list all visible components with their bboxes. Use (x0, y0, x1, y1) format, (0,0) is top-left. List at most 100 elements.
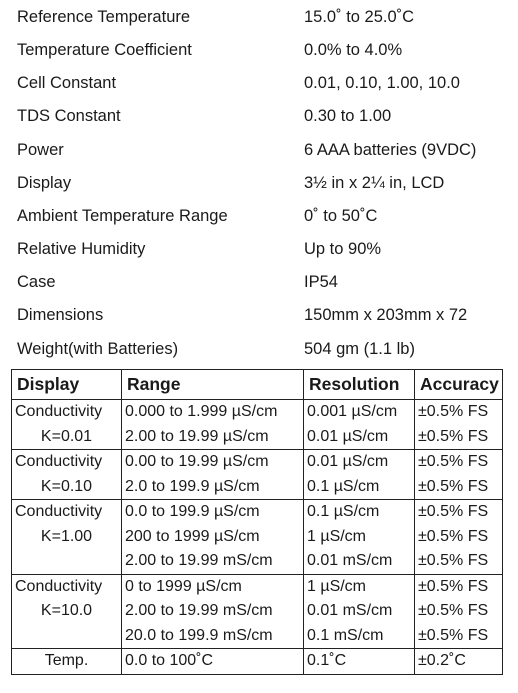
accuracy-cell: ±0.5% FS ±0.5% FS ±0.5% FS (414, 573, 503, 649)
accuracy-value: ±0.5% FS (418, 427, 489, 445)
resolution-cell: 0.001 µS/cm 0.01 µS/cm (303, 399, 415, 450)
range-cell: 0.0 to 199.9 µS/cm 200 to 1999 µS/cm 2.0… (121, 499, 304, 575)
spec-label: Cell Constant (17, 74, 117, 92)
header-display: Display (11, 369, 122, 400)
resolution-value: 0.1 µS/cm (307, 477, 380, 495)
display-cell: Conductivity K=10.0 (11, 573, 122, 649)
spec-value: 150mm x 203mm x 72 (304, 306, 468, 324)
display-line: K=0.10 (40, 477, 93, 495)
spec-label: Display (17, 174, 72, 192)
range-cell: 0.0 to 100˚C (121, 648, 304, 675)
resolution-value: 0.1 mS/cm (307, 626, 384, 644)
accuracy-cell: ±0.5% FS ±0.5% FS (414, 449, 503, 500)
resolution-cell: 1 µS/cm 0.01 mS/cm 0.1 mS/cm (303, 573, 415, 649)
spec-label: TDS Constant (17, 107, 121, 125)
spec-value: Up to 90% (304, 240, 382, 258)
resolution-value: 0.1 µS/cm (307, 503, 380, 520)
display-line: Conductivity (15, 503, 103, 520)
range-cell: 0.00 to 19.99 µS/cm 2.0 to 199.9 µS/cm (121, 449, 304, 500)
range-value: 0.0 to 100˚C (125, 652, 214, 669)
table-header-row: Display Range Resolution Accuracy (11, 369, 503, 400)
spec-value: 15.0˚ to 25.0˚C (304, 8, 415, 26)
range-value: 2.00 to 19.99 mS/cm (125, 552, 273, 569)
spec-value: 0.30 to 1.00 (304, 107, 392, 125)
range-cell: 0 to 1999 µS/cm 2.00 to 19.99 mS/cm 20.0… (121, 573, 304, 649)
accuracy-value: ±0.5% FS (418, 453, 489, 470)
spec-value: 0˚ to 50˚C (304, 207, 378, 225)
header-accuracy: Accuracy (414, 369, 503, 400)
spec-label: Power (17, 141, 64, 159)
spec-label: Relative Humidity (17, 240, 146, 258)
spec-value: IP54 (304, 273, 338, 291)
display-cell: Conductivity K=0.10 (11, 449, 122, 500)
range-value: 2.00 to 19.99 µS/cm (125, 427, 269, 445)
resolution-cell: 0.01 µS/cm 0.1 µS/cm (303, 449, 415, 500)
spec-row-power: Power 6 AAA batteries (9VDC) (0, 135, 518, 165)
range-cell: 0.000 to 1.999 µS/cm 2.00 to 19.99 µS/cm (121, 399, 304, 450)
spec-row-weight: Weight(with Batteries) 504 gm (1.1 lb) (0, 334, 518, 364)
display-line: Conductivity (15, 403, 103, 420)
accuracy-value: ±0.5% FS (418, 477, 489, 495)
spec-row-temperature-coefficient: Temperature Coefficient 0.0% to 4.0% (0, 35, 518, 65)
table-row: Conductivity K=0.10 0.00 to 19.99 µS/cm … (11, 449, 503, 500)
spec-label: Ambient Temperature Range (17, 207, 228, 225)
display-line: K=1.00 (40, 527, 93, 545)
range-value: 20.0 to 199.9 mS/cm (125, 626, 273, 644)
spec-value: 0.0% to 4.0% (304, 41, 403, 59)
spec-row-ambient-temperature-range: Ambient Temperature Range 0˚ to 50˚C (0, 201, 518, 231)
header-range: Range (121, 369, 304, 400)
range-value: 2.0 to 199.9 µS/cm (125, 477, 260, 495)
resolution-value: 0.01 µS/cm (307, 453, 389, 470)
display-line: K=10.0 (40, 602, 93, 619)
spec-row-reference-temperature: Reference Temperature 15.0˚ to 25.0˚C (0, 2, 518, 32)
accuracy-value: ±0.5% FS (418, 602, 489, 619)
display-line: Conductivity (15, 577, 103, 595)
spec-row-tds-constant: TDS Constant 0.30 to 1.00 (0, 101, 518, 131)
accuracy-value: ±0.5% FS (418, 503, 489, 520)
accuracy-value: ±0.5% FS (418, 626, 489, 644)
accuracy-value: ±0.2˚C (418, 652, 466, 669)
spec-label: Reference Temperature (17, 8, 191, 26)
accuracy-cell: ±0.5% FS ±0.5% FS ±0.5% FS (414, 499, 503, 575)
display-line: K=0.01 (40, 427, 93, 445)
range-value: 0.0 to 199.9 µS/cm (125, 503, 260, 520)
spec-value: 6 AAA batteries (9VDC) (304, 141, 477, 159)
display-cell: Temp. (11, 648, 122, 675)
range-value: 2.00 to 19.99 mS/cm (125, 602, 273, 619)
resolution-value: 1 µS/cm (307, 527, 367, 545)
range-value: 200 to 1999 µS/cm (125, 527, 260, 545)
resolution-value: 0.01 mS/cm (307, 552, 393, 569)
resolution-value: 0.1˚C (307, 652, 347, 669)
resolution-cell: 0.1 µS/cm 1 µS/cm 0.01 mS/cm (303, 499, 415, 575)
spec-row-case: Case IP54 (0, 267, 518, 297)
table-row: Temp. 0.0 to 100˚C 0.1˚C ±0.2˚C (11, 648, 503, 675)
resolution-cell: 0.1˚C (303, 648, 415, 675)
spec-row-dimensions: Dimensions 150mm x 203mm x 72 (0, 300, 518, 330)
resolution-value: 1 µS/cm (307, 577, 367, 595)
table-row: Conductivity K=1.00 0.0 to 199.9 µS/cm 2… (11, 499, 503, 575)
spec-label: Dimensions (17, 306, 104, 324)
resolution-value: 0.01 µS/cm (307, 427, 389, 445)
accuracy-value: ±0.5% FS (418, 527, 489, 545)
spec-label: Temperature Coefficient (17, 41, 192, 59)
accuracy-value: ±0.5% FS (418, 577, 489, 595)
accuracy-value: ±0.5% FS (418, 552, 489, 569)
spec-row-cell-constant: Cell Constant 0.01, 0.10, 1.00, 10.0 (0, 68, 518, 98)
resolution-value: 0.001 µS/cm (307, 403, 398, 420)
range-resolution-table: Display Range Resolution Accuracy Conduc… (11, 369, 503, 675)
spec-value: 0.01, 0.10, 1.00, 10.0 (304, 74, 460, 92)
resolution-value: 0.01 mS/cm (307, 602, 393, 619)
range-value: 0.00 to 19.99 µS/cm (125, 453, 269, 470)
spec-label: Case (17, 273, 56, 291)
display-cell: Conductivity K=0.01 (11, 399, 122, 450)
accuracy-cell: ±0.2˚C (414, 648, 503, 675)
range-value: 0 to 1999 µS/cm (125, 577, 242, 595)
accuracy-cell: ±0.5% FS ±0.5% FS (414, 399, 503, 450)
spec-row-display: Display 3½ in x 2¼ in, LCD (0, 168, 518, 198)
spec-row-relative-humidity: Relative Humidity Up to 90% (0, 234, 518, 264)
table-row: Conductivity K=0.01 0.000 to 1.999 µS/cm… (11, 399, 503, 450)
spec-value: 3½ in x 2¼ in, LCD (304, 174, 445, 192)
table-row: Conductivity K=10.0 0 to 1999 µS/cm 2.00… (11, 573, 503, 649)
display-line: Conductivity (15, 453, 103, 470)
accuracy-value: ±0.5% FS (418, 403, 489, 420)
